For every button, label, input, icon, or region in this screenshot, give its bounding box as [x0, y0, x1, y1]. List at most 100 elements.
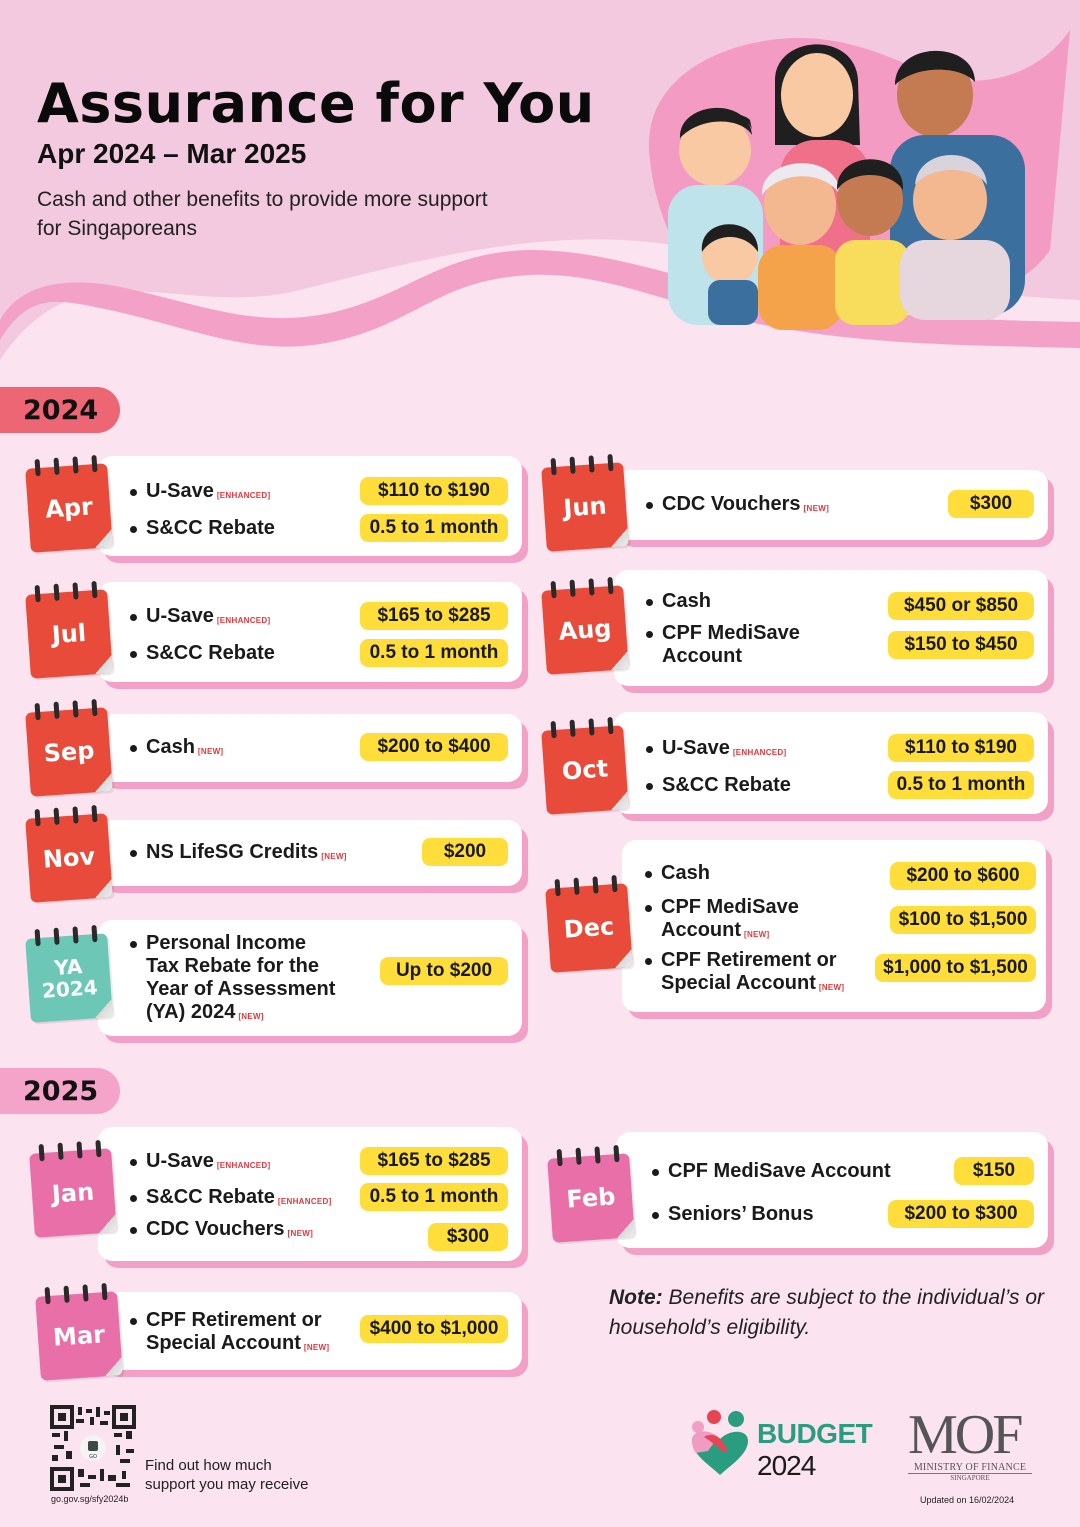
benefit-item: CDC Vouchers [NEW] $300	[128, 1218, 508, 1251]
benefit-item: U-Save [ENHANCED] $165 to $285	[128, 1147, 508, 1177]
month-card-ya2024: YA 2024 Personal Income Tax Rebate for the…	[25, 920, 522, 1036]
new-tag: [NEW]	[803, 504, 830, 513]
eligibility-note: Note: Benefits are subject to the indivi…	[609, 1286, 1045, 1339]
month-card-apr: Apr U-Save [ENHANCED] $110 to $190 S&CC R…	[25, 454, 522, 556]
enhanced-tag: [ENHANCED]	[216, 616, 271, 625]
calendar-icon-jun: Jun	[541, 453, 629, 552]
family-illustration	[648, 30, 1070, 330]
benefit-value: $150	[954, 1157, 1034, 1185]
month-label: Sep	[42, 736, 96, 768]
benefit-item: CPF MediSave Account $150	[650, 1157, 1034, 1185]
benefit-value: 0.5 to 1 month	[360, 514, 508, 542]
month-card-jan: Jan U-Save [ENHANCED] $165 to $285 S&CC R…	[29, 1127, 522, 1261]
month-label: Jun	[562, 491, 608, 523]
month-label: Aug	[557, 614, 613, 646]
benefit-item: U-Save [ENHANCED] $110 to $190	[128, 477, 508, 507]
benefit-value: 0.5 to 1 month	[360, 639, 508, 667]
benefit-item: Personal Income Tax Rebate for the Year of…	[128, 932, 508, 1028]
month-label: Oct	[561, 754, 609, 786]
calendar-icon-aug: Aug	[541, 576, 629, 675]
calendar-icon-apr: Apr	[25, 454, 113, 553]
benefit-item: Cash $450 or $850	[644, 590, 1034, 620]
benefit-item: Cash [NEW] $200 to $400	[128, 733, 508, 763]
year-2025-label: 2025	[0, 1068, 120, 1114]
benefit-item: CPF Retirement or Special Account [NEW] $4…	[128, 1309, 508, 1359]
benefit-item: CDC Vouchers [NEW] $300	[644, 490, 1034, 520]
calendar-icon-jul: Jul	[25, 580, 113, 679]
benefit-item: CPF MediSave Account [NEW] $100 to $1,500	[643, 896, 1036, 946]
calendar-icon-jan: Jan	[29, 1139, 117, 1238]
budget-year: 2024	[757, 1450, 816, 1481]
qr-url[interactable]: go.gov.sg/sfy2024b	[51, 1494, 129, 1504]
benefit-value: $200 to $600	[890, 862, 1036, 890]
benefit-item: NS LifeSG Credits [NEW] $200	[128, 838, 508, 868]
month-card-nov: Nov NS LifeSG Credits [NEW] $200	[25, 804, 522, 903]
benefit-value: $150 to $450	[888, 631, 1034, 659]
benefit-value: $200 to $300	[888, 1200, 1034, 1228]
benefit-item: S&CC Rebate 0.5 to 1 month	[128, 514, 508, 542]
qr-code[interactable]: GO	[50, 1405, 136, 1491]
enhanced-tag: [ENHANCED]	[216, 491, 271, 500]
mof-subtitle: MINISTRY OF FINANCE	[913, 1462, 1027, 1473]
benefit-item: Seniors’ Bonus $200 to $300	[650, 1200, 1034, 1228]
new-tag: [NEW]	[818, 983, 845, 992]
month-label: Nov	[41, 842, 97, 874]
benefit-value: $200 to $400	[360, 733, 508, 761]
new-tag: [NEW]	[238, 1012, 264, 1021]
mof-logo: MOF	[908, 1404, 1023, 1466]
month-card-aug: Aug Cash $450 or $850 CPF MediSave Accoun…	[541, 570, 1048, 686]
benefit-value: $110 to $190	[888, 734, 1034, 762]
month-card-jul: Jul U-Save [ENHANCED] $165 to $285 S&CC R…	[25, 580, 522, 682]
month-label: Jan	[50, 1177, 96, 1209]
benefit-item: U-Save [ENHANCED] $165 to $285	[128, 602, 508, 632]
page-description: Cash and other benefits to provide more …	[37, 188, 488, 240]
benefit-value: $200	[422, 838, 508, 866]
calendar-icon-feb: Feb	[547, 1144, 635, 1243]
month-label: Dec	[562, 912, 616, 944]
month-card-oct: Oct U-Save [ENHANCED] $110 to $190 S&CC R…	[541, 712, 1048, 815]
benefit-item: Cash $200 to $600	[643, 862, 1036, 890]
new-tag: [NEW]	[744, 930, 770, 939]
budget-2024-logo-icon	[692, 1410, 748, 1475]
enhanced-tag: [ENHANCED]	[732, 748, 787, 757]
calendar-icon-nov: Nov	[25, 804, 113, 903]
calendar-icon-sep: Sep	[25, 698, 113, 797]
mof-country: SINGAPORE	[908, 1473, 1032, 1482]
month-card-sep: Sep Cash [NEW] $200 to $400	[25, 698, 522, 797]
calendar-icon-dec: Dec	[545, 874, 633, 973]
month-label: YA 2024	[41, 954, 99, 1003]
benefit-value: $100 to $1,500	[890, 906, 1036, 934]
benefit-value: $450 or $850	[888, 592, 1034, 620]
page-title: Assurance for You	[37, 72, 595, 135]
new-tag: [NEW]	[321, 852, 347, 861]
benefit-value: $165 to $285	[360, 1147, 508, 1175]
budget-word: BUDGET	[757, 1418, 873, 1449]
benefit-value: 0.5 to 1 month	[360, 1183, 508, 1211]
period-subtitle: Apr 2024 – Mar 2025	[37, 138, 307, 169]
calendar-icon-ya2024: YA 2024	[25, 924, 113, 1023]
card-panel	[616, 1132, 1048, 1248]
card-panel	[98, 582, 522, 682]
month-label: Jul	[50, 618, 88, 650]
new-tag: [NEW]	[197, 747, 224, 756]
benefit-value: 0.5 to 1 month	[888, 771, 1034, 799]
month-card-jun: Jun CDC Vouchers [NEW] $300	[541, 453, 1048, 552]
benefit-value: $400 to $1,000	[360, 1315, 508, 1343]
card-panel	[614, 570, 1048, 686]
month-card-mar: Mar CPF Retirement or Special Account [NEW…	[35, 1282, 522, 1381]
new-tag: [NEW]	[287, 1229, 314, 1238]
new-tag: [NEW]	[303, 1343, 330, 1352]
year-2024-label: 2024	[0, 387, 120, 433]
benefit-value: Up to $200	[380, 957, 508, 985]
qr-caption: Find out how much support you may receiv…	[145, 1457, 309, 1493]
month-label: Apr	[44, 492, 94, 524]
hero-banner: Assurance for You Apr 2024 – Mar 2025 Ca…	[0, 0, 1080, 380]
benefit-value: $165 to $285	[360, 602, 508, 630]
qr-center-label: GO	[89, 1454, 97, 1460]
benefit-item: S&CC Rebate [ENHANCED] 0.5 to 1 month	[128, 1183, 508, 1213]
benefit-value: $110 to $190	[360, 477, 508, 505]
enhanced-tag: [ENHANCED]	[216, 1161, 271, 1170]
benefit-item: CPF Retirement or Special Account [NEW] $1…	[643, 949, 1036, 999]
enhanced-tag: [ENHANCED]	[277, 1197, 332, 1206]
month-label: Mar	[52, 1320, 106, 1352]
